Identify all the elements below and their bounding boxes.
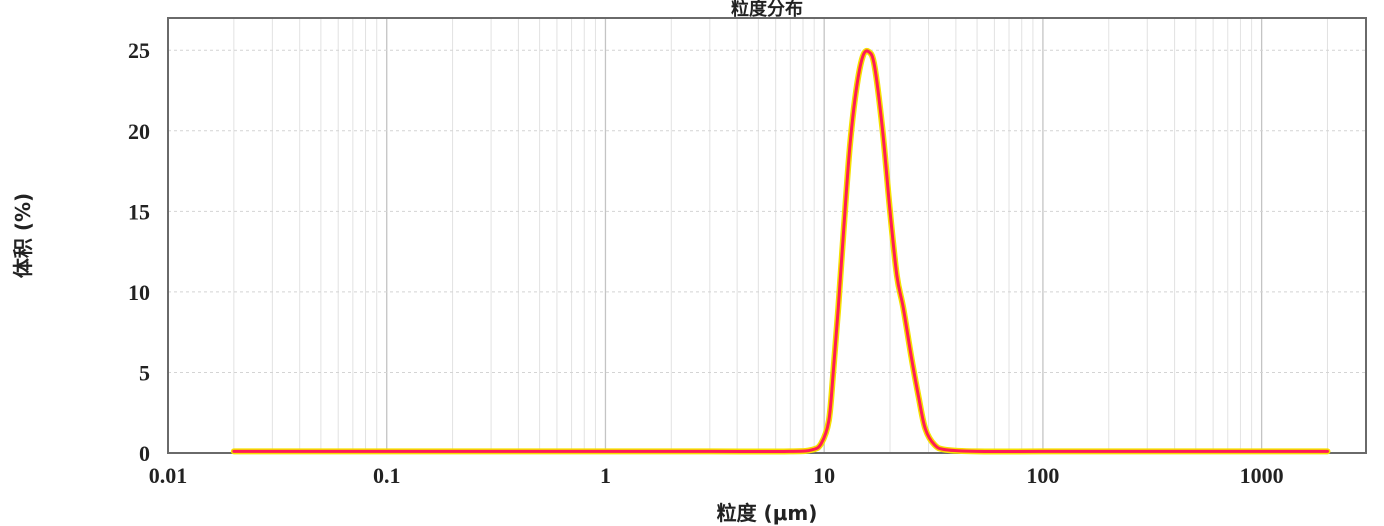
distribution-curve-glow xyxy=(230,47,1331,455)
y-tick-label: 15 xyxy=(128,199,150,224)
y-tick-label: 5 xyxy=(139,360,150,385)
x-tick-label: 100 xyxy=(1026,463,1059,488)
x-axis-title: 粒度 (μm) xyxy=(717,501,818,525)
x-tick-label: 1 xyxy=(600,463,611,488)
chart-title: 粒度分布 xyxy=(731,0,803,20)
y-tick-label: 25 xyxy=(128,38,150,63)
y-tick-label: 20 xyxy=(128,119,150,144)
x-tick-label: 1000 xyxy=(1240,463,1284,488)
y-tick-label: 0 xyxy=(139,441,150,466)
x-axis-ticks: 0.01 0.1 1 10 100 1000 xyxy=(149,463,1284,488)
y-axis-title: 体积 (%) xyxy=(11,193,35,278)
plot-frame xyxy=(167,17,1367,454)
series-layer xyxy=(230,47,1331,455)
x-tick-label: 0.01 xyxy=(149,463,188,488)
y-axis-ticks: 0 5 10 15 20 25 xyxy=(128,38,150,466)
grid xyxy=(168,18,1366,453)
x-tick-label: 0.1 xyxy=(373,463,401,488)
distribution-curve xyxy=(232,49,1329,454)
y-tick-label: 10 xyxy=(128,280,150,305)
x-tick-label: 10 xyxy=(813,463,835,488)
